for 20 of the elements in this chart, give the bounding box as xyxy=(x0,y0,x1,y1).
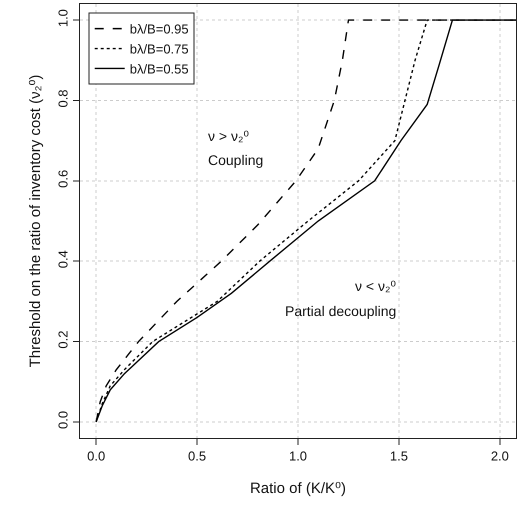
y-tick-label: 0.4 xyxy=(56,250,71,268)
annotation: ν < ν₂⁰ xyxy=(355,278,396,294)
legend-label: bλ/B=0.55 xyxy=(130,62,189,76)
x-tick-label: 1.0 xyxy=(288,448,308,464)
y-tick-label: 0.2 xyxy=(56,330,71,349)
y-tick-label: 0.8 xyxy=(56,89,71,108)
y-axis-title: Threshold on the ratio of inventory cost (ν₂⁰) xyxy=(26,74,44,368)
annotation: ν > ν₂⁰ xyxy=(208,128,250,144)
x-tick-label: 1.5 xyxy=(390,448,408,464)
annotation: Partial decoupling xyxy=(285,303,396,319)
x-tick-label: 0.0 xyxy=(87,448,106,464)
y-tick-label: 0.0 xyxy=(56,410,71,430)
y-tick-label: 1.0 xyxy=(56,9,71,28)
x-tick-label: 2.0 xyxy=(490,448,509,464)
x-tick-label: 0.5 xyxy=(188,448,206,464)
y-tick-label: 0.6 xyxy=(56,170,71,188)
annotation: Coupling xyxy=(208,152,264,168)
legend-label: bλ/B=0.75 xyxy=(130,42,189,57)
legend-label: bλ/B=0.95 xyxy=(130,22,189,37)
x-axis-title: Ratio of (K/K⁰) xyxy=(250,480,346,498)
